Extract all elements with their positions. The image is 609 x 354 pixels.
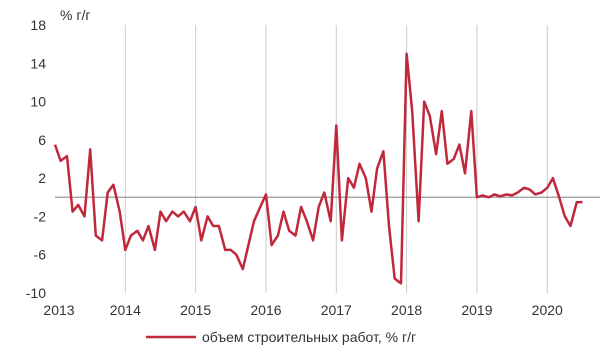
grid-lines bbox=[125, 25, 547, 293]
x-tick-label: 2017 bbox=[321, 302, 352, 318]
x-tick-label: 2020 bbox=[532, 302, 563, 318]
y-tick-label: 14 bbox=[30, 55, 46, 71]
x-tick-label: 2018 bbox=[391, 302, 422, 318]
x-tick-label: 2013 bbox=[43, 302, 74, 318]
y-tick-label: 6 bbox=[38, 132, 46, 148]
y-axis-unit-label: % г/г bbox=[60, 7, 90, 23]
y-tick-label: -6 bbox=[34, 247, 47, 263]
y-tick-label: 2 bbox=[38, 170, 46, 186]
series-line-construction-volume bbox=[55, 54, 582, 284]
y-tick-label: 10 bbox=[30, 94, 46, 110]
x-tick-label: 2015 bbox=[180, 302, 211, 318]
y-axis-tick-labels: -10 -6 -2 2 6 10 14 18 bbox=[26, 17, 46, 301]
y-tick-label: -2 bbox=[34, 208, 47, 224]
x-tick-label: 2019 bbox=[461, 302, 492, 318]
y-tick-label: -10 bbox=[26, 285, 46, 301]
x-tick-label: 2016 bbox=[250, 302, 281, 318]
x-tick-label: 2014 bbox=[110, 302, 141, 318]
legend-label: объем строительных работ, % г/г bbox=[202, 329, 416, 345]
y-tick-label: 18 bbox=[30, 17, 46, 33]
x-axis-tick-labels: 2013 2014 2015 2016 2017 2018 2019 2020 bbox=[43, 302, 563, 318]
legend: объем строительных работ, % г/г bbox=[146, 329, 416, 345]
